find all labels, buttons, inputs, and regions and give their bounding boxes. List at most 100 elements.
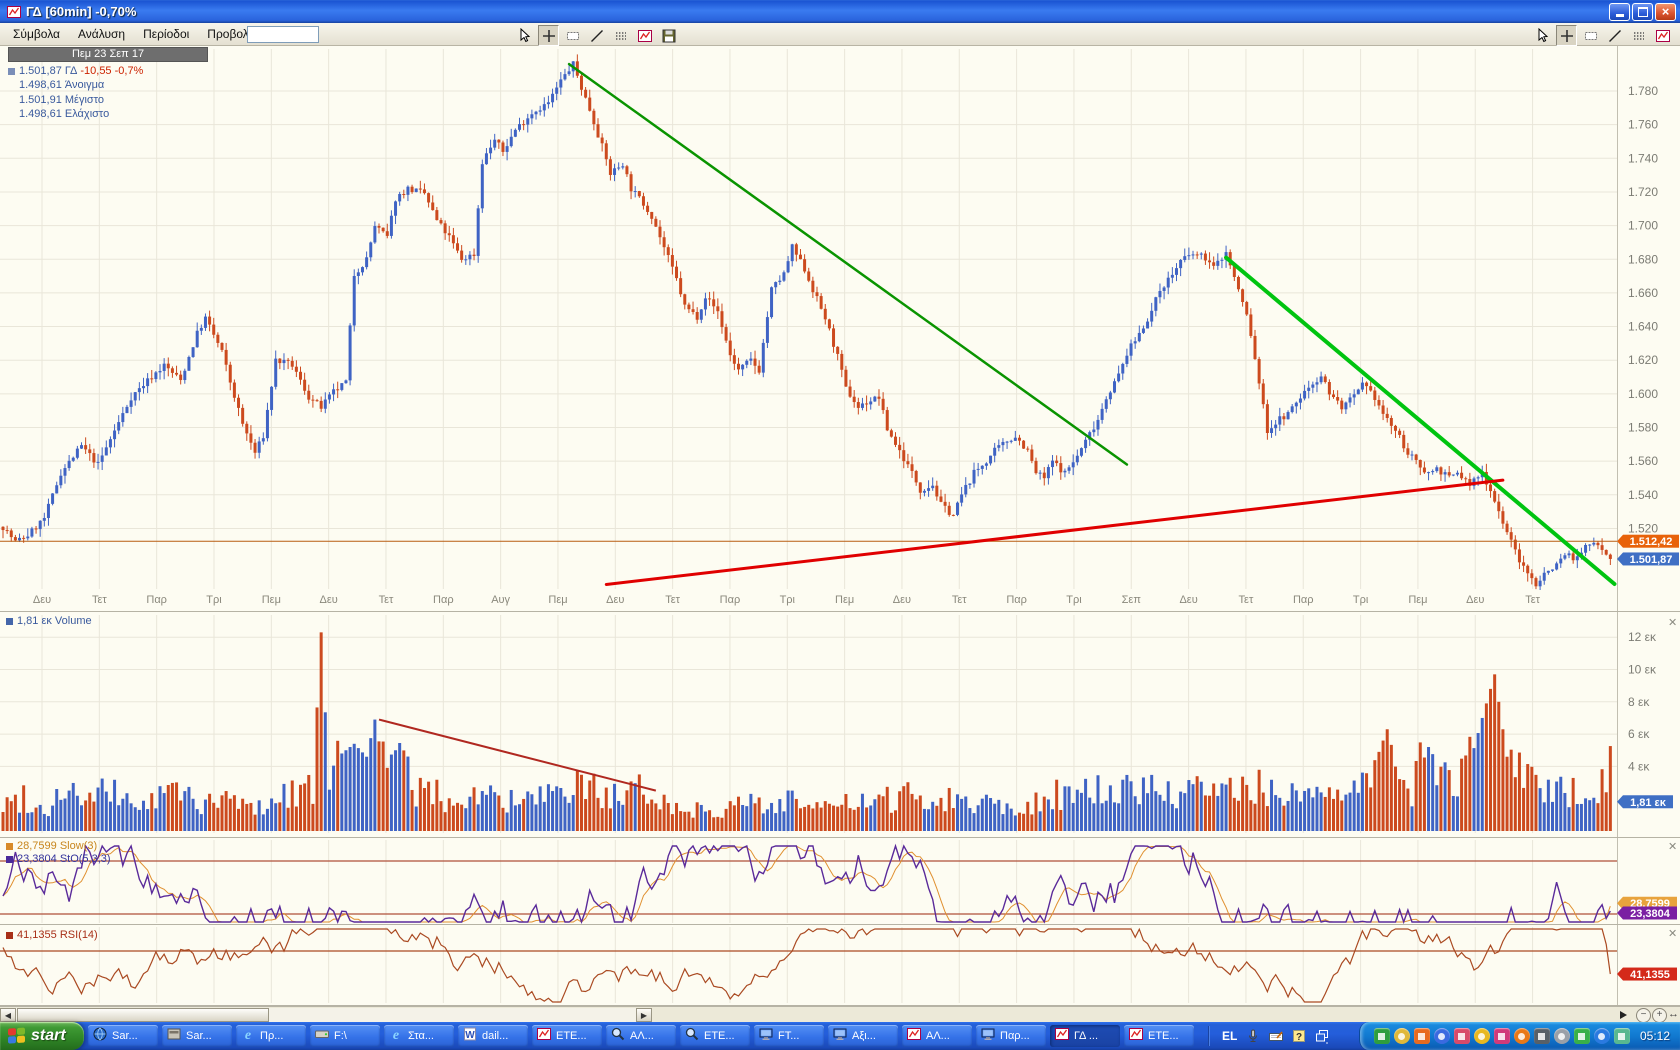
tray-shield-icon[interactable] [1473, 1028, 1490, 1044]
task-button-ΕΤΕ[interactable]: ΕΤΕ... [532, 1025, 602, 1047]
menu-Ανάλυση[interactable]: Ανάλυση [78, 27, 126, 41]
panel-separator[interactable] [0, 611, 1680, 612]
menu-Περίοδοι[interactable]: Περίοδοι [143, 27, 190, 41]
save-tool-icon[interactable] [1676, 25, 1680, 46]
task-button-ΕΤΕ[interactable]: ΕΤΕ... [1124, 1025, 1194, 1047]
task-button-F[interactable]: F:\ [310, 1025, 380, 1047]
task-button-Sar[interactable]: Sar... [88, 1025, 158, 1047]
minimize-button[interactable] [1609, 2, 1630, 21]
rsi-chart[interactable]: 41,1355 ✕ [0, 925, 1680, 1005]
svg-text:Τετ: Τετ [952, 594, 967, 606]
chart-client-area: 1.780 1.760 1.740 1.720 1.700 1.680 1.660 1.640… [0, 46, 1680, 1023]
crosshair-tool-icon[interactable] [538, 25, 559, 46]
svg-text:Αυγ: Αυγ [491, 594, 510, 606]
scrollbar-thumb[interactable] [17, 1008, 269, 1022]
window-title: ΓΔ [60min] -0,70% [26, 4, 137, 19]
task-button-ΑΛ[interactable]: ΑΛ... [606, 1025, 676, 1047]
restore-window-icon[interactable] [1314, 1028, 1330, 1045]
dots-tool-icon[interactable] [610, 25, 631, 46]
ie-icon: e [388, 1026, 404, 1047]
tray-ring-icon[interactable] [1573, 1028, 1590, 1044]
task-button-Στα[interactable]: e Στα... [384, 1025, 454, 1047]
panel-separator[interactable] [0, 837, 1680, 838]
task-button-Πρ[interactable]: e Πρ... [236, 1025, 306, 1047]
restore-button[interactable] [1632, 2, 1653, 21]
prev-close-price-tag: 1.512,42 [1617, 534, 1679, 548]
tray-speaker-icon[interactable] [1553, 1028, 1570, 1044]
tray-display-icon[interactable] [1433, 1028, 1450, 1044]
dots-tool-icon[interactable] [1628, 25, 1649, 46]
tray-alert-icon[interactable] [1453, 1028, 1470, 1044]
language-indicator[interactable]: EL [1222, 1029, 1238, 1043]
task-button-Sar[interactable]: Sar... [162, 1025, 232, 1047]
volume-chart[interactable]: 12 εκ 10 εκ 8 εκ 6 εκ 4 εκ 1,81 εκ ✕ [0, 612, 1680, 838]
task-button-FT[interactable]: FT... [754, 1025, 824, 1047]
task-button-Παρ[interactable]: Παρ... [976, 1025, 1046, 1047]
scroll-right-button[interactable]: ▶ [636, 1008, 652, 1022]
tray-eye-icon[interactable] [1613, 1028, 1630, 1044]
clock[interactable]: 05:12 [1639, 1029, 1670, 1043]
cursor-tool-icon[interactable] [514, 25, 535, 46]
keyboard-pen-icon[interactable] [1268, 1028, 1284, 1044]
task-button-Αξι[interactable]: Αξι... [828, 1025, 898, 1047]
close-rsi-panel-icon[interactable]: ✕ [1668, 928, 1677, 940]
quote-info-panel: Πεμ 23 Σεπ 17 1.501,87 ΓΔ -10,55 -0,7% 1… [8, 47, 218, 120]
tray-binoculars-icon[interactable] [1533, 1028, 1550, 1044]
cursor-tool-icon[interactable] [1532, 25, 1553, 46]
menu-Προβολή[interactable]: Προβολή [207, 27, 256, 41]
scroll-left-button[interactable]: ◀ [0, 1008, 16, 1022]
magnifier-icon [684, 1026, 700, 1047]
chart-tool-icon[interactable] [634, 25, 655, 46]
price-chart[interactable]: 1.780 1.760 1.740 1.720 1.700 1.680 1.660 1.640… [0, 46, 1680, 612]
task-button-ΓΔ[interactable]: ΓΔ ... [1050, 1025, 1120, 1047]
microphone-icon[interactable] [1245, 1028, 1261, 1044]
horizontal-scrollbar: ◀ ▶ − + ↔ [0, 1006, 1680, 1023]
rsi-legend: 41,1355 RSI(14) [6, 929, 98, 941]
svg-text:Τετ: Τετ [1239, 594, 1254, 606]
start-button[interactable]: start [0, 1022, 84, 1050]
save-tool-icon[interactable] [658, 25, 679, 46]
help-icon[interactable]: ? [1291, 1028, 1307, 1044]
zoom-in-button[interactable]: + [1652, 1008, 1667, 1023]
zoom-fit-button[interactable]: ↔ [1668, 1008, 1679, 1020]
svg-text:1.740: 1.740 [1628, 151, 1658, 165]
svg-text:1.760: 1.760 [1628, 118, 1658, 132]
tray-mail-icon[interactable] [1393, 1028, 1410, 1044]
tray-heart-icon[interactable] [1493, 1028, 1510, 1044]
svg-text:1.680: 1.680 [1628, 252, 1658, 266]
pane-expand-icon[interactable] [1620, 1011, 1627, 1019]
symbol-input[interactable] [247, 26, 319, 43]
stoch-slow-marker-icon [6, 843, 13, 850]
svg-text:4 εκ: 4 εκ [1628, 759, 1650, 773]
tray-network-icon[interactable] [1373, 1028, 1390, 1044]
close-stoch-panel-icon[interactable]: ✕ [1668, 841, 1677, 853]
tray-warning-icon[interactable] [1513, 1028, 1530, 1044]
close-button[interactable]: × [1655, 2, 1676, 21]
crosshair-tool-icon[interactable] [1556, 25, 1577, 46]
svg-text:10 εκ: 10 εκ [1628, 663, 1657, 677]
tray-java-icon[interactable] [1413, 1028, 1430, 1044]
zoom-out-button[interactable]: − [1636, 1008, 1651, 1023]
svg-text:Δευ: Δευ [33, 594, 51, 606]
monitor-icon [980, 1026, 996, 1047]
svg-text:41,1355: 41,1355 [1630, 969, 1670, 981]
svg-text:Τετ: Τετ [379, 594, 394, 606]
price-axis-separator [1617, 46, 1618, 1006]
trendline-tool-icon[interactable] [586, 25, 607, 46]
svg-text:W: W [465, 1030, 475, 1041]
tray-messenger-icon[interactable] [1593, 1028, 1610, 1044]
chart-tool-icon[interactable] [1652, 25, 1673, 46]
close-volume-panel-icon[interactable]: ✕ [1668, 617, 1677, 629]
svg-text:12 εκ: 12 εκ [1628, 630, 1657, 644]
textbox-tool-icon[interactable] [562, 25, 583, 46]
stoch-slow-legend: 28,7599 Slow(3) [6, 840, 97, 852]
menu-Σύμβολα[interactable]: Σύμβολα [13, 27, 60, 41]
textbox-tool-icon[interactable] [1580, 25, 1601, 46]
trendline-tool-icon[interactable] [1604, 25, 1625, 46]
task-button-ΕΤΕ[interactable]: ΕΤΕ... [680, 1025, 750, 1047]
task-button-ΑΛ[interactable]: ΑΛ... [902, 1025, 972, 1047]
panel-separator[interactable] [0, 924, 1680, 925]
